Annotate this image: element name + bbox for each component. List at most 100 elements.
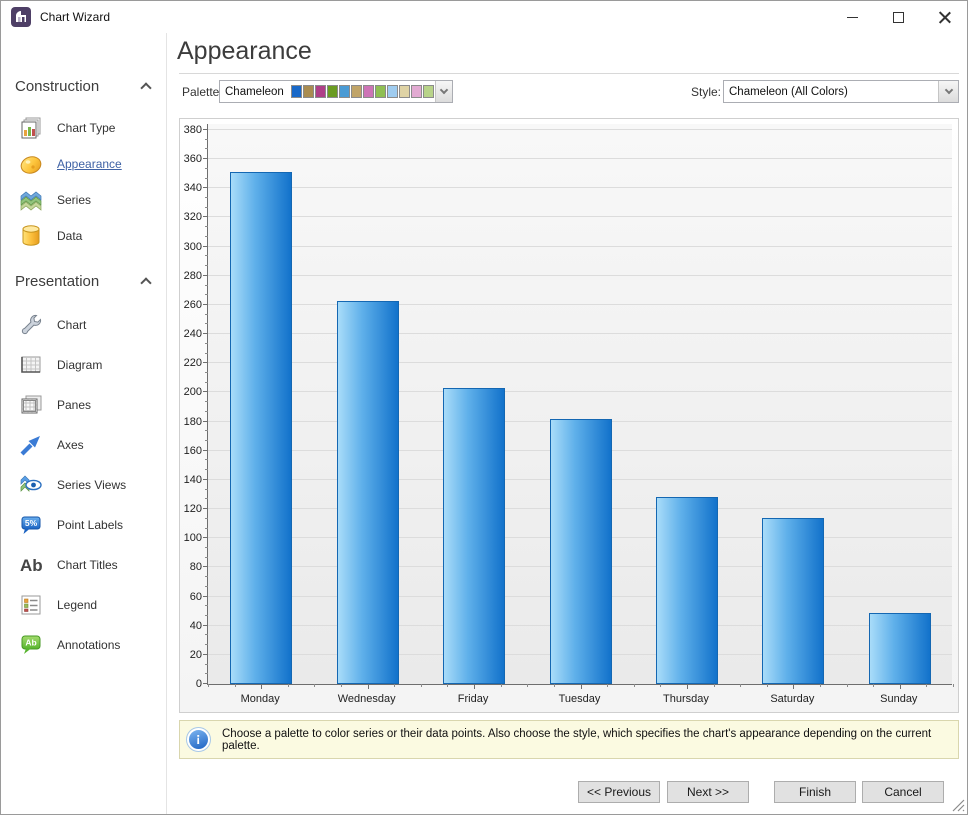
y-minor-tick bbox=[205, 381, 208, 383]
y-axis-label: 300 bbox=[183, 240, 202, 253]
y-minor-tick bbox=[205, 663, 208, 665]
y-axis-label: 100 bbox=[183, 532, 202, 545]
y-axis-label: 60 bbox=[189, 590, 202, 603]
x-minor-tick bbox=[208, 684, 209, 687]
sidebar-item-chart[interactable]: Chart bbox=[19, 311, 159, 339]
section-header-construction[interactable]: Construction bbox=[15, 78, 100, 95]
x-minor-tick bbox=[553, 684, 555, 687]
x-minor-tick bbox=[607, 684, 609, 687]
bar-tuesday bbox=[549, 418, 612, 684]
y-minor-tick bbox=[205, 440, 208, 442]
style-dropdown-button[interactable] bbox=[938, 81, 958, 102]
y-axis-label: 180 bbox=[183, 415, 202, 428]
y-minor-tick bbox=[205, 255, 208, 257]
sidebar-item-diagram[interactable]: Diagram bbox=[19, 351, 159, 379]
sidebar-item-chart-type[interactable]: Chart Type bbox=[19, 114, 159, 142]
palette-swatch bbox=[374, 85, 386, 98]
y-minor-tick bbox=[205, 148, 208, 150]
palette-swatches bbox=[290, 85, 435, 98]
x-minor-tick bbox=[873, 684, 875, 687]
sidebar-item-panes[interactable]: Panes bbox=[19, 391, 159, 419]
sidebar-item-legend[interactable]: Legend bbox=[19, 591, 159, 619]
x-major-tick bbox=[899, 684, 901, 689]
cancel-button[interactable]: Cancel bbox=[862, 781, 944, 803]
x-minor-tick bbox=[527, 684, 529, 687]
x-minor-tick bbox=[447, 684, 449, 687]
x-major-tick bbox=[793, 684, 795, 689]
sidebar-item-appearance[interactable]: Appearance bbox=[19, 150, 159, 178]
y-axis-label: 220 bbox=[183, 357, 202, 370]
finish-button[interactable]: Finish bbox=[774, 781, 856, 803]
y-major-tick bbox=[203, 158, 208, 160]
sidebar-item-label: Chart Type bbox=[57, 121, 116, 135]
style-label: Style: bbox=[691, 85, 722, 99]
palette-swatch bbox=[398, 85, 410, 98]
palette-dropdown-button[interactable] bbox=[434, 81, 452, 102]
sidebar-item-chart-titles[interactable]: Ab Chart Titles bbox=[19, 551, 159, 579]
sidebar-item-label: Data bbox=[57, 229, 83, 243]
chevron-up-icon[interactable] bbox=[140, 277, 152, 289]
sidebar-item-series-views[interactable]: Series Views bbox=[19, 471, 159, 499]
sidebar-item-annotations[interactable]: Ab Annotations bbox=[19, 631, 159, 659]
diagram-icon bbox=[21, 356, 41, 373]
wrench-icon bbox=[21, 314, 42, 335]
y-minor-tick bbox=[205, 401, 208, 403]
heading-separator bbox=[179, 73, 959, 74]
y-major-tick bbox=[203, 245, 208, 247]
y-axis-label: 280 bbox=[183, 269, 202, 282]
x-major-tick bbox=[367, 684, 369, 689]
chevron-up-icon[interactable] bbox=[140, 82, 152, 94]
x-axis-label: Thursday bbox=[662, 693, 709, 705]
style-combobox[interactable]: Chameleon (All Colors) bbox=[723, 80, 959, 103]
resize-grip-icon[interactable] bbox=[952, 799, 965, 812]
y-major-tick bbox=[203, 362, 208, 364]
palette-swatch bbox=[350, 85, 362, 98]
y-major-tick bbox=[203, 624, 208, 626]
chevron-down-icon bbox=[944, 85, 953, 95]
y-major-tick bbox=[203, 420, 208, 422]
palette-swatch bbox=[314, 85, 326, 98]
y-axis-label: 380 bbox=[183, 124, 202, 136]
sidebar-item-series[interactable]: Series bbox=[19, 186, 159, 214]
app-icon bbox=[11, 7, 31, 27]
x-axis-label: Sunday bbox=[880, 693, 918, 705]
sidebar-item-label: Series bbox=[57, 193, 92, 207]
gridline bbox=[208, 362, 952, 364]
sidebar-item-axes[interactable]: Axes bbox=[19, 431, 159, 459]
x-minor-tick bbox=[740, 684, 742, 687]
y-minor-tick bbox=[205, 488, 208, 490]
titlebar: Chart Wizard bbox=[1, 1, 967, 33]
y-minor-tick bbox=[205, 614, 208, 616]
y-minor-tick bbox=[205, 177, 208, 179]
minimize-button[interactable] bbox=[829, 1, 875, 33]
legend-icon bbox=[21, 595, 41, 615]
y-major-tick bbox=[203, 187, 208, 189]
x-minor-tick bbox=[766, 684, 768, 687]
palette-combobox[interactable]: Chameleon bbox=[219, 80, 453, 103]
previous-button[interactable]: << Previous bbox=[578, 781, 660, 803]
y-minor-tick bbox=[205, 371, 208, 373]
y-major-tick bbox=[203, 595, 208, 597]
info-bar: ! Choose a palette to color series or th… bbox=[179, 720, 959, 759]
section-header-presentation[interactable]: Presentation bbox=[15, 273, 100, 290]
y-minor-tick bbox=[205, 430, 208, 432]
palette-value: Chameleon bbox=[225, 85, 284, 98]
close-icon bbox=[938, 11, 951, 24]
sidebar-item-data[interactable]: Data bbox=[19, 222, 159, 250]
sidebar-item-label: Annotations bbox=[57, 638, 121, 652]
sidebar-item-point-labels[interactable]: 5% Point Labels bbox=[19, 511, 159, 539]
gridline bbox=[208, 216, 952, 218]
x-axis-label: Tuesday bbox=[558, 693, 601, 705]
page-title: Appearance bbox=[177, 37, 312, 65]
next-button[interactable]: Next >> bbox=[667, 781, 749, 803]
maximize-button[interactable] bbox=[875, 1, 921, 33]
x-minor-tick bbox=[846, 684, 848, 687]
y-axis-label: 360 bbox=[183, 153, 202, 166]
x-minor-tick bbox=[633, 684, 635, 687]
x-minor-tick bbox=[953, 684, 954, 687]
x-major-tick bbox=[580, 684, 582, 689]
window-controls bbox=[829, 1, 967, 33]
gridline bbox=[208, 129, 952, 130]
y-minor-tick bbox=[205, 459, 208, 461]
close-button[interactable] bbox=[921, 1, 967, 33]
